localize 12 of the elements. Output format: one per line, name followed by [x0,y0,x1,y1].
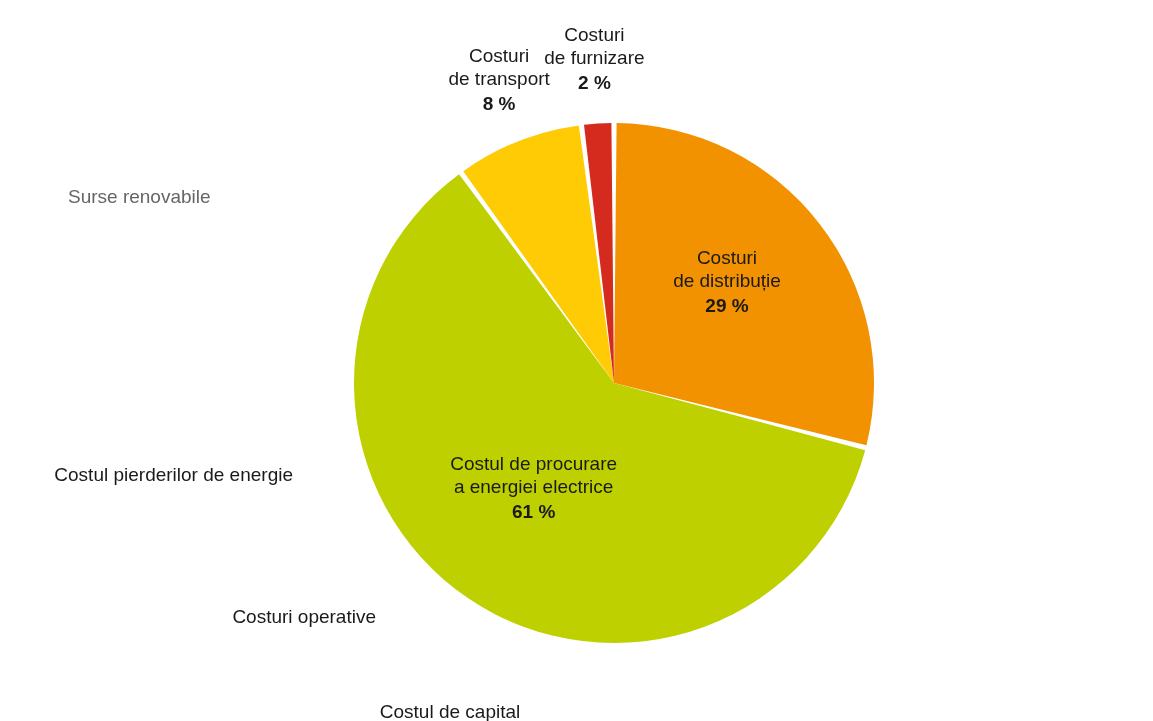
slice-label: Costuri de distribuție [673,247,781,292]
slice-label: Costuri de furnizare [544,23,645,68]
slice-label: Costul de procurare a energiei electrice [450,453,618,498]
data-label: 8 % [482,92,516,114]
data-label: 29 % [705,295,749,317]
pie-slice [463,125,614,383]
data-label: 61 % [511,501,556,523]
pie-slice [614,123,874,446]
text: Costuri operative [232,606,376,627]
data-label: 2 % [578,71,611,93]
text: Costul pierderilor de energie [54,464,293,485]
text: Surse renovabile [68,186,211,207]
